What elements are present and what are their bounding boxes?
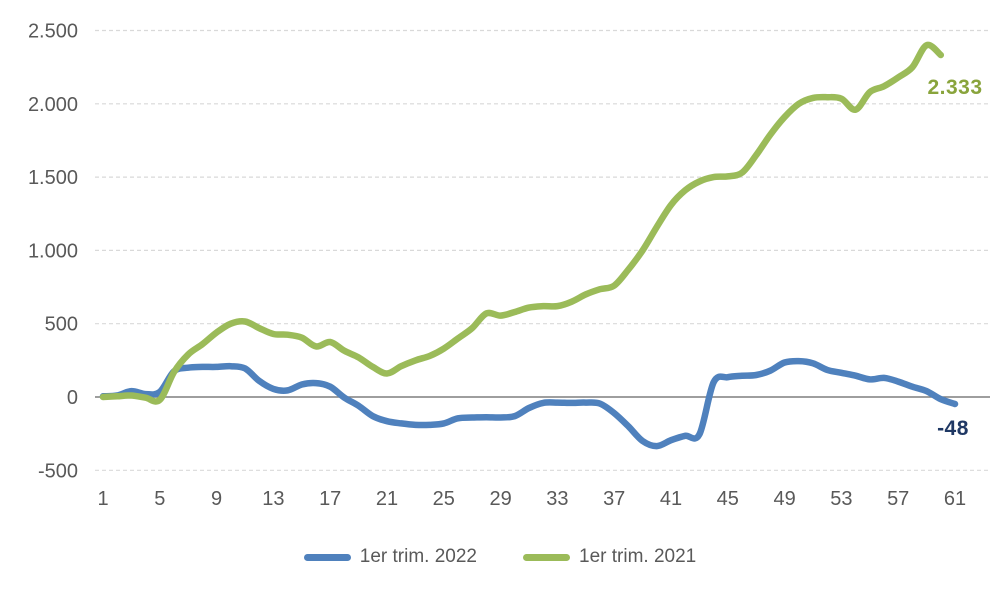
y-axis-tick-label: 0: [67, 387, 78, 409]
y-axis-tick-label: -500: [38, 460, 78, 482]
x-axis-tick-label: 21: [376, 488, 398, 510]
legend-item-2021[interactable]: 1er trim. 2021: [523, 546, 696, 568]
x-axis-tick-label: 53: [830, 488, 852, 510]
legend-label-2021: 1er trim. 2021: [579, 546, 697, 567]
series-line-1er-trim-2021: [99, 41, 945, 405]
data-label-2021-final: 2.333: [927, 76, 983, 99]
legend-item-2022[interactable]: 1er trim. 2022: [303, 546, 477, 568]
x-axis-tick-label: 9: [211, 488, 222, 510]
x-axis-tick-label: 45: [717, 488, 739, 510]
x-axis-tick-label: 57: [887, 488, 909, 510]
x-axis-tick-label: 61: [944, 488, 966, 510]
data-label-2022-final: -48: [937, 417, 969, 440]
series-line-1er-trim-2022: [99, 357, 959, 450]
x-axis-tick-label: 41: [660, 488, 682, 510]
x-axis-tick-label: 25: [433, 488, 455, 510]
chart-legend: 1er trim. 2022 1er trim. 2021: [0, 546, 1000, 568]
legend-line-swatch-2022: [303, 553, 351, 561]
x-axis-tick-label: 49: [773, 488, 795, 510]
y-axis-tick-label: 2.500: [28, 21, 78, 43]
x-axis-tick-label: 1: [97, 488, 108, 510]
y-axis-tick-label: 1.500: [28, 167, 78, 189]
legend-line-swatch-2021: [523, 553, 570, 561]
y-axis-tick-label: 1.000: [28, 240, 78, 262]
y-axis-tick-label: 500: [45, 314, 78, 336]
x-axis-tick-label: 33: [546, 488, 568, 510]
x-axis-tick-label: 29: [489, 488, 511, 510]
x-axis-tick-label: 5: [154, 488, 165, 510]
x-axis-tick-label: 37: [603, 488, 625, 510]
x-axis-tick-label: 13: [262, 488, 284, 510]
x-axis-tick-label: 17: [319, 488, 341, 510]
legend-label-2022: 1er trim. 2022: [359, 546, 477, 567]
y-axis-tick-label: 2.000: [28, 94, 78, 116]
plot-area: 2.500 2.000 1.500 1.000 500 0 -500 1 5 9 13 17 21 25 2…: [28, 21, 990, 510]
